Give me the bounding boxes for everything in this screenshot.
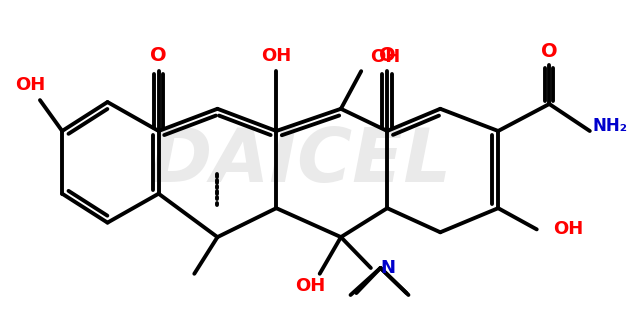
- Text: DAICEL: DAICEL: [150, 125, 451, 198]
- Text: OH: OH: [261, 47, 292, 65]
- Text: O: O: [541, 42, 558, 61]
- Text: OH: OH: [295, 277, 325, 295]
- Text: OH: OH: [15, 76, 45, 94]
- Text: N: N: [380, 259, 396, 277]
- Text: NH₂: NH₂: [593, 117, 628, 135]
- Text: O: O: [150, 46, 167, 65]
- Text: O: O: [379, 46, 396, 65]
- Text: OH: OH: [370, 48, 400, 66]
- Text: OH: OH: [553, 220, 584, 238]
